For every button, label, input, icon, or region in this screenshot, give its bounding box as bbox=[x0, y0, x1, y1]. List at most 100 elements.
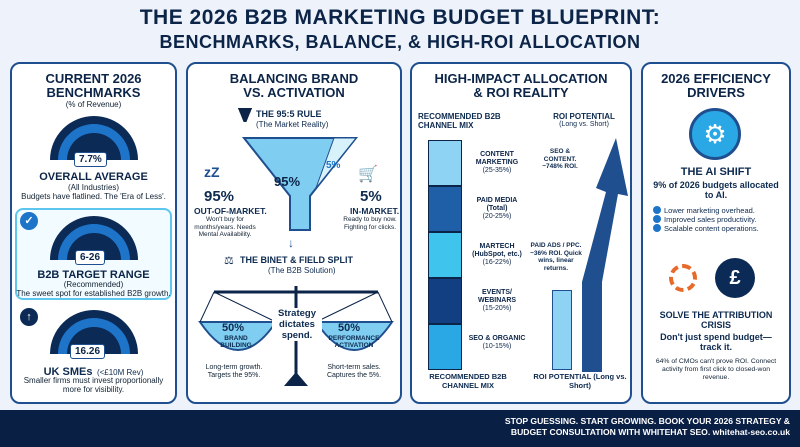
ai-brain-icon: ⚙ bbox=[689, 108, 741, 160]
overall-label: OVERALL AVERAGE bbox=[39, 171, 148, 183]
channel-segment bbox=[428, 324, 462, 370]
pound-coin-icon: £ bbox=[715, 258, 755, 298]
brand-label: BRAND BUILDING bbox=[220, 335, 252, 349]
channel-label: MARTECH (HubSpot, etc.) (16-22%) bbox=[466, 243, 528, 267]
check-icon bbox=[653, 206, 661, 214]
drivers-title-line1: 2026 EFFICIENCY bbox=[661, 71, 771, 86]
channel-range: (16-22%) bbox=[482, 259, 512, 266]
channel-segment bbox=[428, 278, 462, 324]
channel-name: MARTECH (HubSpot, etc.) bbox=[472, 243, 522, 258]
strategy-text: Strategy dictates spend. bbox=[272, 308, 322, 341]
allocation-card: HIGH-IMPACT ALLOCATION & ROI REALITY REC… bbox=[410, 62, 632, 404]
benchmarks-card: CURRENT 2026 BENCHMARKS (% of Revenue) 7… bbox=[10, 62, 177, 404]
cart-icon: 🛒 bbox=[358, 166, 378, 183]
ai-point: Improved sales productivity. bbox=[653, 215, 787, 224]
channel-mix-bar bbox=[428, 140, 462, 370]
scale-icon: ⚖ bbox=[224, 255, 234, 267]
right-note: Ready to buy now. Fighting for clicks. bbox=[343, 216, 397, 231]
benchmarks-title-line1: CURRENT 2026 bbox=[45, 71, 142, 86]
attr-note: 64% of CMOs can't prove ROI. Connect act… bbox=[655, 358, 777, 381]
overall-value: 7.7% bbox=[74, 152, 107, 167]
balance-title-line1: BALANCING BRAND bbox=[229, 71, 359, 86]
uk-label: UK SMEs bbox=[43, 366, 93, 378]
channel-label: CONTENT MARKETING (25-35%) bbox=[466, 151, 528, 175]
balance-card: BALANCING BRAND VS. ACTIVATION THE 95:5 … bbox=[186, 62, 402, 404]
channel-label: PAID MEDIA (Total) (20-25%) bbox=[466, 197, 528, 221]
drivers-card: 2026 EFFICIENCY DRIVERS ⚙ THE AI SHIFT 9… bbox=[641, 62, 791, 404]
overall-note: Budgets have flatlined. The 'Era of Less… bbox=[21, 192, 166, 201]
allocation-title-line2: & ROI REALITY bbox=[473, 85, 569, 100]
balance-title-line2: VS. ACTIVATION bbox=[243, 85, 345, 100]
channel-name: EVENTS/ WEBINARS bbox=[477, 289, 517, 304]
hubspot-icon bbox=[669, 264, 697, 292]
roi-title: ROI POTENTIAL bbox=[553, 112, 615, 121]
benchmarks-title-line2: BENCHMARKS bbox=[46, 85, 141, 100]
left-note: Won't buy for months/years. Needs Mental… bbox=[194, 216, 256, 238]
page-title: THE 2026 B2B MARKETING BUDGET BLUEPRINT: bbox=[139, 6, 661, 29]
ai-points-list: Lower marketing overhead. Improved sales… bbox=[653, 206, 787, 233]
b2b-value: 6-26 bbox=[75, 250, 106, 265]
split-sub: (The B2B Solution) bbox=[268, 266, 336, 275]
channel-label: EVENTS/ WEBINARS (15-20%) bbox=[466, 289, 528, 313]
rule-title: THE 95:5 RULE bbox=[256, 109, 322, 119]
channel-name: PAID MEDIA (Total) bbox=[476, 197, 518, 212]
channel-range: (15-20%) bbox=[482, 305, 512, 312]
ai-stat: 9% of 2026 budgets allocated to AI. bbox=[653, 180, 779, 200]
ai-point: Scalable content operations. bbox=[653, 224, 787, 233]
uk-note: Smaller firms must invest proportionally… bbox=[23, 376, 164, 394]
channel-name: SEO & ORGANIC bbox=[468, 335, 526, 342]
funnel-graphic bbox=[241, 137, 359, 231]
paid-note: PAID ADS / PPC. ~36% ROI. Quick wins, li… bbox=[530, 242, 582, 272]
balance-scale-graphic bbox=[198, 286, 394, 386]
check-icon bbox=[653, 215, 661, 223]
left-pct: 95% bbox=[204, 188, 235, 205]
allocation-title-line1: HIGH-IMPACT ALLOCATION bbox=[434, 71, 608, 86]
attr-tag: Don't just spend budget—track it. bbox=[660, 332, 772, 352]
channel-range: (20-25%) bbox=[482, 213, 512, 220]
roi-paid-bar bbox=[552, 290, 572, 370]
b2b-note: The sweet spot for established B2B growt… bbox=[16, 289, 171, 298]
page-subtitle: BENCHMARKS, BALANCE, & HIGH-ROI ALLOCATI… bbox=[159, 32, 641, 52]
channel-segment bbox=[428, 140, 462, 186]
left-label: OUT-OF-MARKET. bbox=[194, 206, 267, 216]
channel-segment bbox=[428, 232, 462, 278]
roi-footer: ROI POTENTIAL (Long vs. Short) bbox=[533, 372, 627, 390]
check-icon bbox=[653, 224, 661, 232]
checkmark-icon: ✓ bbox=[20, 212, 38, 230]
perf-note: Short-term sales. Captures the 5%. bbox=[326, 364, 382, 379]
benchmarks-subtitle: (% of Revenue) bbox=[65, 100, 122, 109]
drivers-title-line2: DRIVERS bbox=[687, 85, 745, 100]
roi-sub: (Long vs. Short) bbox=[559, 121, 609, 128]
overall-sub: (All Industries) bbox=[67, 183, 120, 192]
perf-label: PERFORMANCE ACTIVATION bbox=[328, 335, 380, 349]
ai-point: Lower marketing overhead. bbox=[653, 206, 787, 215]
rule-sub: (The Market Reality) bbox=[256, 120, 329, 129]
footer-banner[interactable]: STOP GUESSING. START GROWING. BOOK YOUR … bbox=[0, 410, 800, 447]
brand-note: Long-term growth. Targets the 95%. bbox=[205, 364, 263, 379]
footer-line2: BUDGET CONSULTATION WITH WHITEHAT SEO. w… bbox=[510, 427, 790, 437]
seo-note: SEO & CONTENT. ~748% ROI. bbox=[542, 148, 578, 170]
b2b-sub: (Recommended) bbox=[63, 280, 124, 289]
roi-seo-arrow bbox=[582, 138, 628, 372]
channel-name: CONTENT MARKETING bbox=[475, 151, 519, 166]
channel-range: (10-15%) bbox=[482, 343, 512, 350]
sleep-icon: zZ bbox=[204, 164, 220, 180]
right-pct: 5% bbox=[360, 188, 382, 205]
uk-label-sub: (<£10M Rev) bbox=[96, 368, 144, 377]
split-title: THE BINET & FIELD SPLIT bbox=[240, 255, 354, 265]
funnel-icon bbox=[238, 108, 252, 122]
channel-segment bbox=[428, 186, 462, 232]
uk-value: 16.26 bbox=[70, 344, 106, 359]
mix-footer: RECOMMENDED B2B CHANNEL MIX bbox=[429, 372, 507, 390]
uk-label-row: UK SMEs (<£10M Rev) bbox=[12, 362, 175, 380]
channel-range: (25-35%) bbox=[482, 167, 512, 174]
channel-label: SEO & ORGANIC (10-15%) bbox=[466, 335, 528, 351]
perf-pct: 50% bbox=[338, 322, 361, 334]
right-label: IN-MARKET. bbox=[350, 206, 400, 216]
arrow-down-icon: ↓ bbox=[288, 236, 294, 250]
ai-title: THE AI SHIFT bbox=[680, 166, 752, 178]
brand-pct: 50% bbox=[222, 322, 245, 334]
attr-title: SOLVE THE ATTRIBUTION CRISIS bbox=[659, 310, 773, 330]
footer-line1: STOP GUESSING. START GROWING. BOOK YOUR … bbox=[504, 416, 790, 426]
arrow-up-icon: ↑ bbox=[20, 308, 38, 326]
